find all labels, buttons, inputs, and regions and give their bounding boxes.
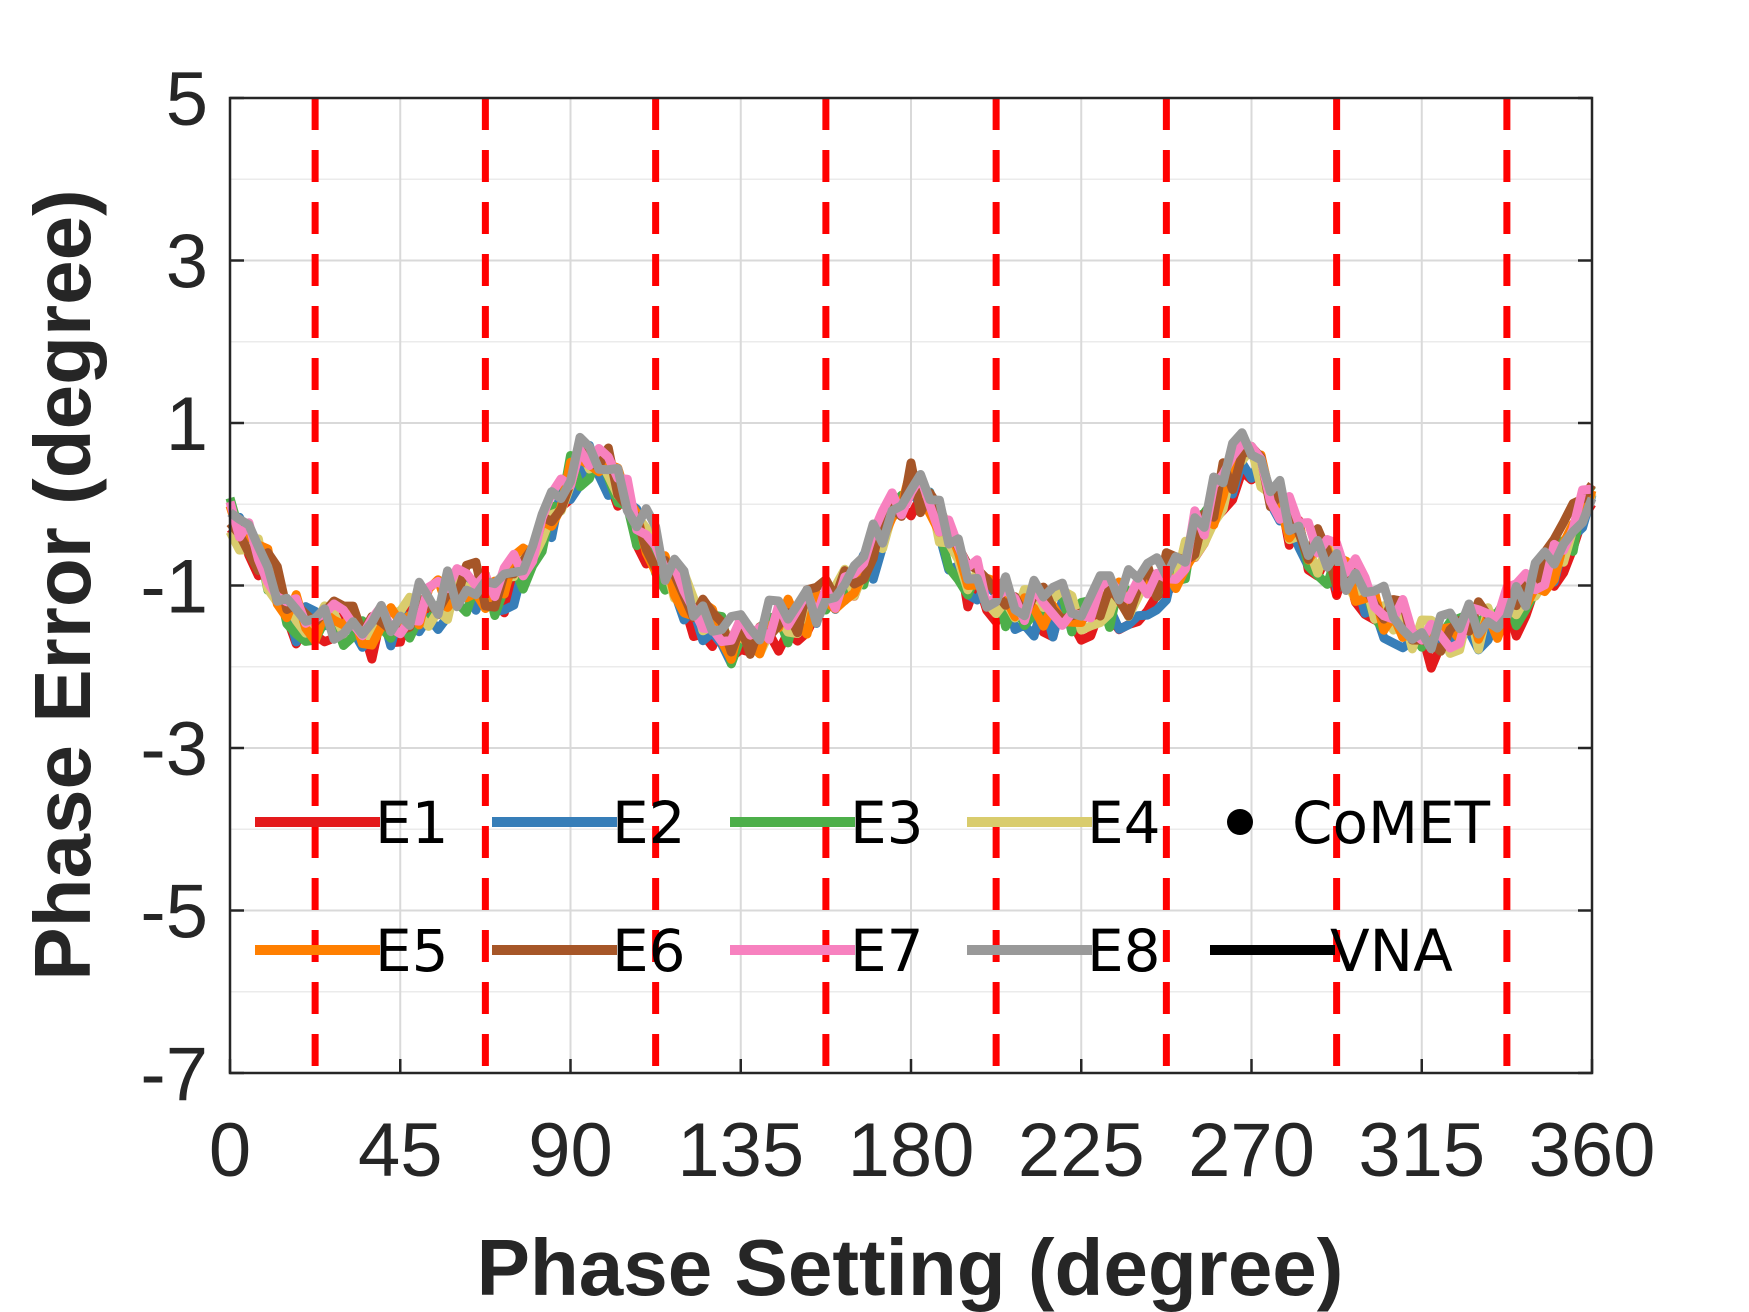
y-tick-label: -3 [140, 707, 208, 792]
legend-label-e1: E1 [375, 789, 449, 857]
legend: E1 E2 E3 E4 CoMET E5 E6 E7 E8 VNA [255, 789, 1491, 985]
legend-label-e2: E2 [612, 789, 686, 857]
x-tick-label: 90 [528, 1108, 613, 1193]
legend-marker-comet [1227, 809, 1253, 835]
phase-markers [311, 98, 1511, 1073]
legend-label-vna: VNA [1330, 917, 1453, 985]
legend-label-e8: E8 [1087, 917, 1161, 985]
x-tick-label: 360 [1529, 1108, 1656, 1193]
x-tick-label: 45 [358, 1108, 443, 1193]
y-tick-label: 5 [166, 57, 208, 142]
x-axis-title: Phase Setting (degree) [477, 1223, 1344, 1312]
series-line-e8 [227, 428, 1597, 654]
legend-label-e5: E5 [375, 917, 449, 985]
legend-label-comet: CoMET [1292, 789, 1491, 857]
y-tick-label: 3 [166, 220, 208, 305]
series-lines [225, 428, 1597, 673]
x-tick-label: 135 [677, 1108, 804, 1193]
y-tick-label: 1 [166, 382, 208, 467]
x-tick-label: 180 [848, 1108, 975, 1193]
legend-label-e4: E4 [1087, 789, 1161, 857]
y-axis-title: Phase Error (degree) [18, 189, 107, 980]
x-tick-label: 0 [209, 1108, 251, 1193]
x-tick-label: 225 [1018, 1108, 1145, 1193]
x-tick-label: 315 [1358, 1108, 1485, 1193]
y-tick-label: -7 [140, 1032, 208, 1117]
y-tick-label: -1 [140, 545, 208, 630]
legend-label-e3: E3 [850, 789, 924, 857]
legend-label-e6: E6 [612, 917, 686, 985]
legend-label-e7: E7 [850, 917, 924, 985]
y-tick-label: -5 [140, 870, 208, 955]
x-tick-label: 270 [1188, 1108, 1315, 1193]
